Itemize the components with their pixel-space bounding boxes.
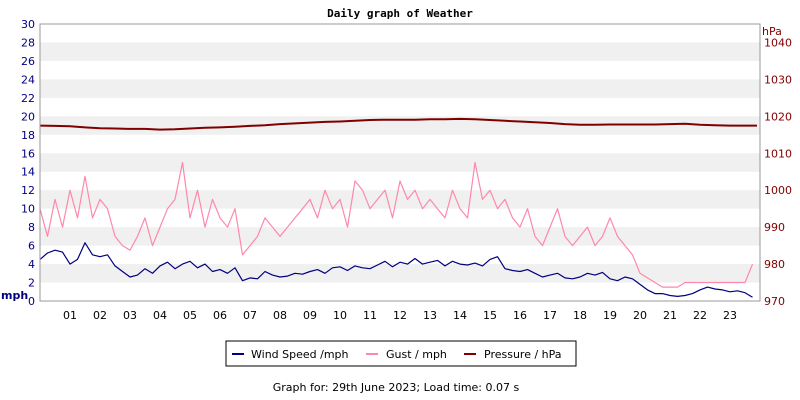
x-tick-label: 04 — [153, 309, 167, 322]
grid-band — [40, 116, 760, 135]
right-axis-unit: hPa — [762, 25, 782, 38]
x-tick-label: 15 — [483, 309, 497, 322]
grid-band — [40, 190, 760, 209]
right-tick-label: 1020 — [764, 110, 792, 123]
x-axis-ticks: 01 02 03 04 05 06 07 08 09 10 11 12 13 14 15 16 17 18 19 20… — [63, 309, 737, 322]
left-tick-label: 30 — [21, 18, 35, 31]
footer-text: Graph for: 29th June 2023; Load time: 0.… — [273, 381, 520, 394]
legend-label-pressure: Pressure / hPa — [484, 348, 562, 361]
left-tick-label: 16 — [21, 147, 35, 160]
x-tick-label: 01 — [63, 309, 77, 322]
grid-band — [40, 227, 760, 246]
left-tick-label: 18 — [21, 129, 35, 142]
x-tick-label: 13 — [423, 309, 437, 322]
pressure-line — [39, 117, 757, 131]
wind-speed-line — [39, 242, 753, 298]
left-tick-label: 10 — [21, 203, 35, 216]
x-tick-label: 05 — [183, 309, 197, 322]
x-tick-label: 16 — [513, 309, 527, 322]
x-tick-label: 19 — [603, 309, 617, 322]
legend: Wind Speed /mph Gust / mph Pressure / hP… — [225, 340, 577, 367]
left-tick-label: 20 — [21, 110, 35, 123]
left-tick-label: 6 — [28, 240, 35, 253]
left-tick-label: 28 — [21, 36, 35, 49]
left-tick-label: 26 — [21, 55, 35, 68]
left-tick-label: 24 — [21, 73, 35, 86]
x-tick-label: 02 — [93, 309, 107, 322]
x-tick-label: 12 — [393, 309, 407, 322]
grid-band — [40, 264, 760, 283]
legend-label-wind: Wind Speed /mph — [251, 348, 349, 361]
right-tick-label: 970 — [764, 295, 785, 308]
left-tick-label: 4 — [28, 258, 35, 271]
x-tick-label: 10 — [333, 309, 347, 322]
x-tick-label: 14 — [453, 309, 467, 322]
right-tick-label: 990 — [764, 221, 785, 234]
right-tick-label: 1040 — [764, 36, 792, 49]
x-tick-label: 23 — [723, 309, 737, 322]
chart-title: Daily graph of Weather — [327, 7, 473, 20]
grid-bands — [40, 42, 760, 283]
grid-band — [40, 79, 760, 98]
legend-box — [225, 340, 577, 367]
left-tick-label: 22 — [21, 92, 35, 105]
left-tick-label: 2 — [28, 277, 35, 290]
x-tick-label: 20 — [633, 309, 647, 322]
left-axis-unit: mph — [1, 289, 28, 302]
right-tick-label: 1000 — [764, 184, 792, 197]
right-tick-label: 1010 — [764, 147, 792, 160]
series-group — [39, 117, 757, 298]
x-tick-label: 11 — [363, 309, 377, 322]
x-tick-label: 17 — [543, 309, 557, 322]
left-tick-label: 8 — [28, 221, 35, 234]
left-tick-label: 14 — [21, 166, 35, 179]
x-tick-label: 21 — [663, 309, 677, 322]
grid-band — [40, 153, 760, 172]
x-tick-label: 09 — [303, 309, 317, 322]
right-tick-label: 1030 — [764, 73, 792, 86]
x-tick-label: 18 — [573, 309, 587, 322]
left-tick-label: 0 — [28, 295, 35, 308]
gust-line — [39, 161, 754, 288]
right-axis-ticks: 970 980 990 1000 1010 1020 1030 1040 — [764, 36, 792, 308]
x-tick-label: 03 — [123, 309, 137, 322]
x-tick-label: 06 — [213, 309, 227, 322]
left-tick-label: 12 — [21, 184, 35, 197]
legend-label-gust: Gust / mph — [386, 348, 447, 361]
plot-border — [39, 23, 761, 302]
right-tick-label: 980 — [764, 258, 785, 271]
x-tick-label: 08 — [273, 309, 287, 322]
grid-band — [40, 42, 760, 61]
x-tick-label: 22 — [693, 309, 707, 322]
x-tick-label: 07 — [243, 309, 257, 322]
